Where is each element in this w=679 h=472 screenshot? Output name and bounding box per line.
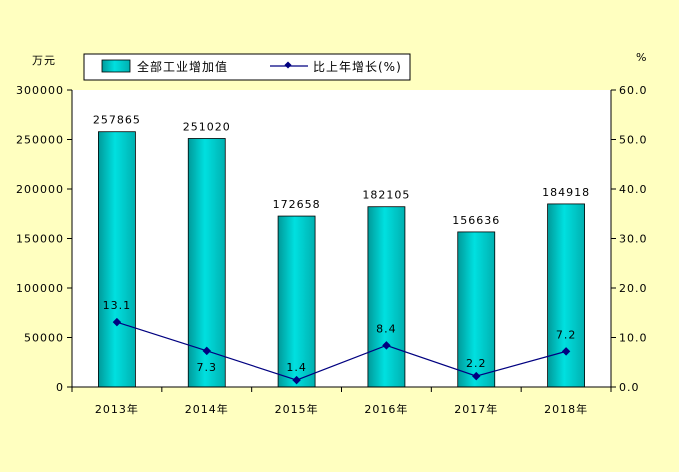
left-tick-label: 300000 (16, 84, 64, 97)
bar-value-label: 156636 (452, 214, 500, 227)
bar-value-label: 172658 (273, 198, 321, 211)
x-tick-label: 2015年 (275, 402, 319, 416)
bar (547, 203, 585, 388)
line-point (561, 347, 571, 356)
x-tick-label: 2013年 (95, 402, 139, 416)
bar-series (98, 131, 585, 388)
line-value-label: 7.3 (197, 361, 218, 374)
line-point (292, 375, 301, 385)
plot-area (72, 90, 611, 387)
bar (367, 206, 406, 388)
left-axis-label: 万元 (32, 54, 56, 67)
line-point (472, 371, 481, 381)
right-tick-label: 50.0 (619, 134, 648, 147)
line-point (202, 346, 211, 356)
bar-value-labels: 257865 251020 172658 182105 156636 184918 (93, 114, 590, 227)
line-value-label: 13.1 (103, 299, 132, 312)
legend-box (83, 53, 411, 81)
bar (457, 231, 496, 388)
right-tick-label: 60.0 (619, 84, 648, 97)
legend-line-marker (284, 61, 292, 69)
bar-value-label: 257865 (93, 114, 141, 127)
bar (187, 138, 226, 388)
left-axis-ticks: 0 50000 100000 150000 200000 250000 300000 (16, 84, 72, 394)
line-value-labels: 13.1 7.3 1.4 8.4 2.2 7.2 (103, 299, 577, 374)
left-tick-label: 50000 (24, 332, 64, 345)
line-value-label: 1.4 (286, 361, 307, 374)
line-value-label: 2.2 (466, 357, 487, 370)
left-tick-label: 0 (56, 381, 64, 394)
bar (98, 131, 136, 388)
line-point (112, 317, 122, 327)
line-point (382, 341, 391, 350)
right-axis-ticks: 0.0 10.0 20.0 30.0 40.0 50.0 60.0 (611, 84, 648, 394)
legend-bar-swatch (101, 59, 131, 73)
legend: 全部工业增加值 比上年增长(%) (83, 53, 411, 81)
line-series (112, 317, 571, 385)
legend-line-label: 比上年增长(%) (313, 60, 402, 74)
line-value-label: 8.4 (376, 322, 397, 335)
bar (277, 215, 316, 388)
right-axis-label: % (636, 51, 647, 64)
growth-line (116, 321, 567, 381)
right-tick-label: 30.0 (619, 233, 648, 246)
right-tick-label: 20.0 (619, 282, 648, 295)
bar-value-label: 184918 (542, 186, 590, 199)
left-tick-label: 200000 (16, 183, 64, 196)
left-tick-label: 150000 (16, 233, 64, 246)
right-tick-label: 40.0 (619, 183, 648, 196)
x-tick-label: 2018年 (544, 402, 588, 416)
x-tick-label: 2016年 (364, 402, 408, 416)
x-tick-label: 2017年 (454, 402, 498, 416)
x-axis-tick-labels: 2013年 2014年 2015年 2016年 2017年 2018年 (71, 387, 612, 416)
bar-value-label: 182105 (362, 189, 410, 202)
left-tick-label: 250000 (16, 134, 64, 147)
left-tick-label: 100000 (16, 282, 64, 295)
x-tick-label: 2014年 (185, 402, 229, 416)
legend-bar-label: 全部工业增加值 (137, 59, 228, 74)
right-tick-label: 10.0 (619, 332, 648, 345)
line-value-label: 7.2 (556, 328, 577, 341)
bar-value-label: 251020 (183, 120, 231, 133)
right-tick-label: 0.0 (619, 381, 640, 394)
